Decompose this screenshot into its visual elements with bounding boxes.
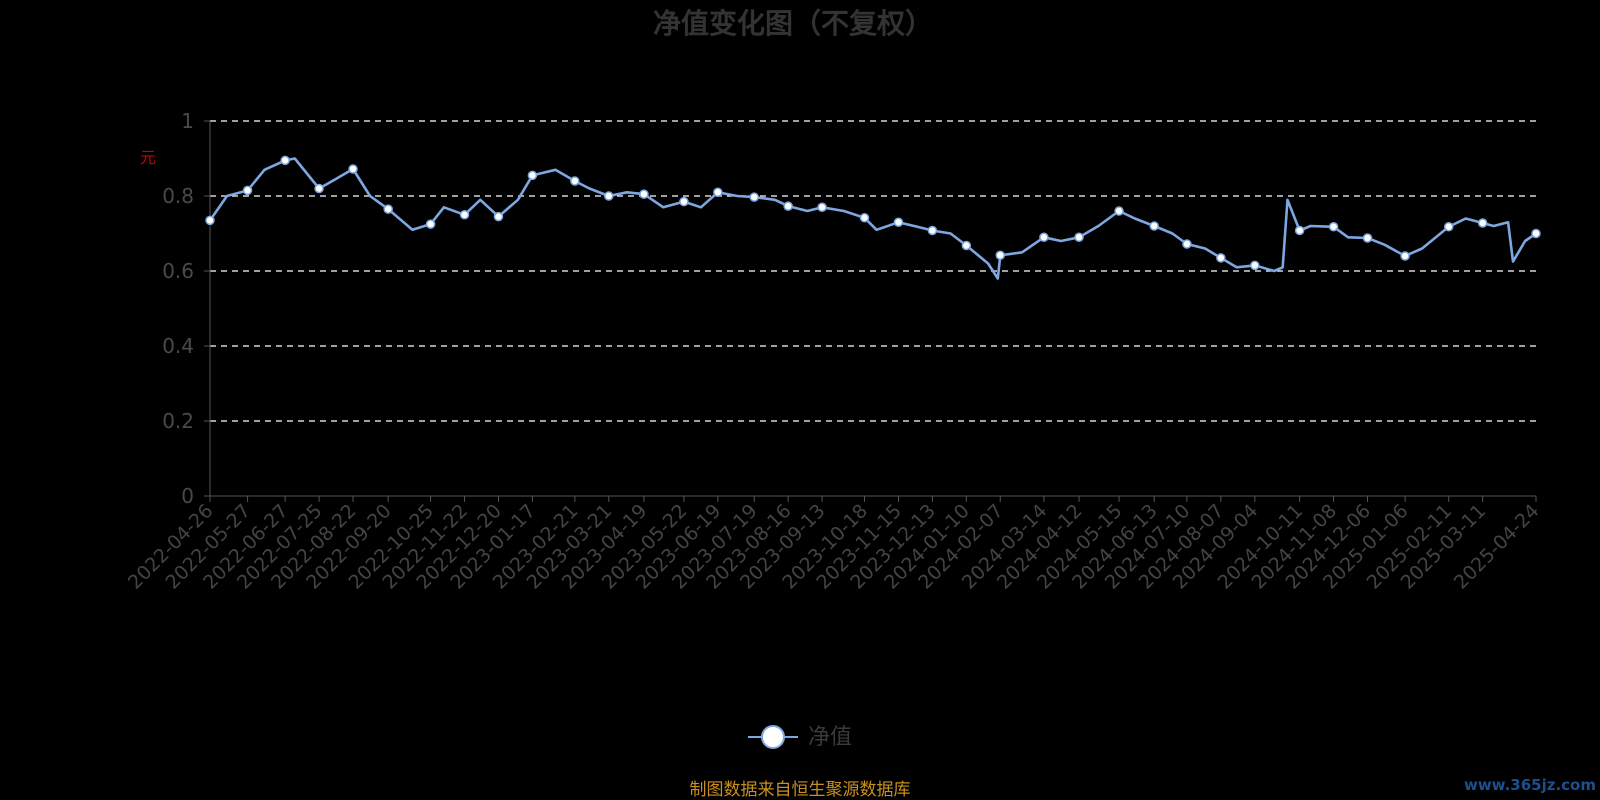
y-tick-label: 0.2: [162, 409, 194, 433]
data-point[interactable]: [1531, 228, 1541, 239]
data-point[interactable]: [1328, 222, 1339, 232]
grid-lines: [210, 120, 1536, 422]
data-point[interactable]: [205, 215, 215, 226]
data-point[interactable]: [570, 176, 580, 186]
y-tick-label: 0: [181, 484, 194, 508]
data-point[interactable]: [348, 164, 358, 174]
data-point[interactable]: [927, 225, 938, 236]
data-point[interactable]: [639, 189, 649, 199]
data-point[interactable]: [280, 155, 290, 166]
data-point[interactable]: [1114, 206, 1124, 216]
y-tick-label: 1: [181, 109, 194, 133]
data-point[interactable]: [459, 210, 470, 220]
legend-marker: [761, 725, 785, 749]
data-point[interactable]: [1182, 239, 1192, 249]
data-point[interactable]: [893, 217, 904, 227]
data-point[interactable]: [1400, 251, 1410, 261]
data-point[interactable]: [679, 196, 689, 207]
chart-title: 净值变化图（不复权）: [653, 7, 933, 40]
y-axis-label: 元: [140, 148, 156, 167]
data-source-note: 制图数据来自恒生聚源数据库: [690, 780, 911, 800]
data-point[interactable]: [1294, 225, 1305, 236]
series-nav: [205, 155, 1541, 280]
data-point[interactable]: [493, 211, 504, 222]
data-point[interactable]: [1250, 260, 1260, 271]
y-tick-label: 0.4: [162, 334, 194, 358]
data-point[interactable]: [995, 250, 1006, 260]
data-point[interactable]: [859, 213, 870, 223]
data-point[interactable]: [1362, 233, 1373, 243]
data-point[interactable]: [961, 240, 972, 251]
site-watermark: www.365jz.com: [1464, 776, 1596, 794]
data-point[interactable]: [1443, 222, 1454, 232]
y-tick-label: 0.8: [162, 184, 194, 208]
data-point[interactable]: [783, 201, 793, 211]
legend-label: 净值: [808, 725, 852, 750]
data-point[interactable]: [817, 202, 827, 212]
series-line: [208, 157, 1537, 280]
data-point[interactable]: [1216, 253, 1226, 263]
data-point[interactable]: [1149, 221, 1159, 231]
y-axis-ticks: 0 0.2 0.4 0.6 0.8 1: [162, 109, 210, 508]
data-point[interactable]: [1074, 232, 1084, 242]
y-tick-label: 0.6: [162, 259, 194, 283]
data-point[interactable]: [1477, 218, 1488, 228]
data-point[interactable]: [314, 183, 324, 194]
data-point[interactable]: [425, 219, 436, 229]
data-point[interactable]: [527, 170, 538, 181]
legend[interactable]: 净值: [748, 725, 852, 750]
data-point[interactable]: [1039, 232, 1049, 242]
data-point[interactable]: [383, 204, 393, 214]
data-point[interactable]: [713, 187, 723, 197]
data-point[interactable]: [604, 191, 614, 201]
data-point[interactable]: [242, 185, 253, 196]
x-axis-ticks: 2022-04-262022-05-272022-06-272022-07-25…: [124, 496, 1544, 594]
data-point[interactable]: [749, 192, 759, 202]
